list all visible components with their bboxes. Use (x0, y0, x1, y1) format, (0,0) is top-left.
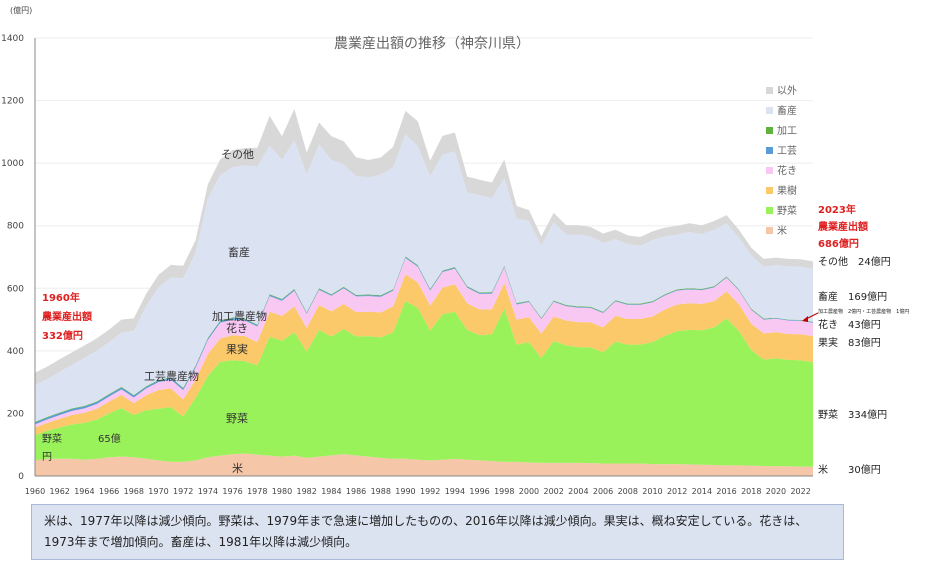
start-year: 1960年 (42, 291, 80, 304)
x-tick-label: 1994 (445, 487, 465, 496)
x-tick-label: 1972 (173, 487, 193, 496)
right-label-vegetables: 野菜 334億円 (818, 408, 887, 421)
x-tick-label: 1960 (25, 487, 45, 496)
right-label-rice: 米 30億円 (818, 463, 881, 476)
start-value: 332億円 (42, 329, 83, 342)
right-label-small: 加工農産物 2億円・工芸農産物 1億円 (818, 308, 909, 315)
x-tick-label: 1964 (74, 487, 94, 496)
x-tick-label: 1978 (247, 487, 267, 496)
area-series-vegetables (35, 300, 813, 467)
x-tick-label: 1992 (420, 487, 440, 496)
x-tick-label: 1988 (371, 487, 391, 496)
x-tick-label: 1986 (346, 487, 366, 496)
legend-label: 野菜 (777, 205, 797, 217)
legend-label: 花き (777, 164, 797, 177)
label-fruit: 果実 (226, 342, 248, 356)
legend-label: 果樹 (777, 184, 797, 197)
area-series-fruit (35, 274, 813, 436)
x-tick-label: 2002 (543, 487, 563, 496)
y-tick-label: 800 (7, 222, 24, 232)
x-tick-labels: 1960 1962 1964 1966 1968 1970 1972 1974 1976 1978… (25, 487, 811, 496)
legend-swatch (766, 127, 773, 134)
start-title: 農業産出額 (42, 310, 92, 323)
x-tick-label: 1982 (297, 487, 317, 496)
x-tick-label: 2000 (519, 487, 539, 496)
legend-label: 加工 (777, 125, 797, 137)
y-tick-label: 1200 (1, 97, 24, 107)
y-unit-label: (億円) (10, 6, 33, 15)
x-tick-label: 1980 (272, 487, 292, 496)
right-label-flowers: 花き 43億円 (818, 318, 881, 331)
legend-swatch (766, 207, 773, 214)
y-tick-label: 1400 (1, 34, 24, 44)
label-flowers: 花き (226, 322, 248, 335)
label-rice: 米 (232, 462, 243, 475)
legend-swatch (766, 187, 773, 194)
x-tick-label: 1970 (148, 487, 168, 496)
legend-swatch (766, 167, 773, 174)
end-year: 2023年 (818, 203, 856, 216)
left-veg-value: 65億 (98, 432, 121, 445)
legend-swatch (766, 147, 773, 154)
legend-label: 以外 (777, 85, 797, 97)
legend-swatch (766, 87, 773, 94)
x-tick-label: 2008 (618, 487, 638, 496)
area-series-flowers (35, 257, 813, 428)
x-tick-label: 1984 (321, 487, 341, 496)
label-processed: 加工農産物 (212, 309, 267, 323)
x-tick-label: 1998 (494, 487, 514, 496)
x-tick-label: 2010 (642, 487, 662, 496)
x-tick-label: 1962 (50, 487, 70, 496)
label-industrial: 工芸農産物 (144, 369, 199, 383)
legend-label: 畜産 (777, 104, 797, 117)
legend-label: 米 (777, 224, 787, 237)
y-tick-label: 600 (7, 284, 24, 294)
y-tick-label: 400 (7, 347, 24, 357)
x-tick-label: 1974 (198, 487, 218, 496)
x-tick-label: 2016 (716, 487, 736, 496)
y-tick-label: 0 (18, 472, 24, 482)
area-series (35, 109, 813, 476)
label-vegetables: 野菜 (226, 412, 248, 425)
legend-swatch (766, 227, 773, 234)
label-other: その他 (221, 148, 254, 161)
x-tick-label: 2018 (741, 487, 761, 496)
x-tick-label: 2014 (692, 487, 712, 496)
x-tick-label: 1990 (395, 487, 415, 496)
x-tick-label: 1968 (124, 487, 144, 496)
x-tick-label: 1976 (222, 487, 242, 496)
legend-swatch (766, 107, 773, 114)
end-title: 農業産出額 (818, 220, 868, 233)
area-series-rice (35, 453, 813, 476)
x-tick-label: 2020 (766, 487, 786, 496)
y-tick-label: 1000 (1, 159, 24, 169)
x-tick-label: 1996 (469, 487, 489, 496)
left-veg-label: 野菜 (42, 433, 62, 445)
x-tick-label: 1966 (99, 487, 119, 496)
x-tick-label: 2004 (568, 487, 588, 496)
summary-note: 米は、1977年以降は減少傾向。野菜は、1979年まで急速に増加したものの、20… (31, 504, 844, 560)
right-label-other: その他 24億円 (818, 255, 891, 268)
chart-title: 農業産出額の推移（神奈川県） (334, 36, 530, 52)
x-tick-label: 2012 (667, 487, 687, 496)
x-tick-label: 2022 (790, 487, 810, 496)
end-value: 686億円 (818, 237, 859, 250)
y-tick-labels: 0 200 400 600 800 1000 1200 1400 (1, 34, 24, 482)
x-tick-label: 2006 (593, 487, 613, 496)
label-livestock: 畜産 (228, 245, 250, 259)
area-series-livestock (35, 134, 813, 422)
right-label-livestock: 畜産 169億円 (818, 290, 887, 303)
legend-label: 工芸 (777, 144, 797, 157)
left-veg-unit: 円 (42, 452, 52, 463)
y-tick-label: 200 (7, 409, 24, 419)
pointer-arrow-head (802, 316, 808, 322)
right-label-fruit: 果実 83億円 (818, 336, 881, 349)
